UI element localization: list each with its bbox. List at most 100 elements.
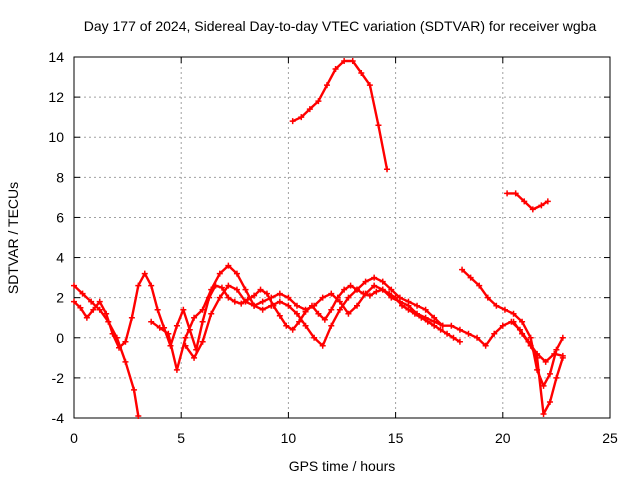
data-point	[328, 322, 335, 329]
series-track-3	[148, 262, 446, 373]
data-point	[191, 314, 198, 321]
grid-lines	[74, 57, 610, 418]
data-point	[538, 202, 545, 209]
data-point	[546, 370, 553, 377]
data-point	[375, 122, 382, 129]
data-point	[122, 338, 129, 345]
data-point	[154, 306, 161, 313]
data-point	[131, 386, 138, 393]
x-axis-label: GPS time / hours	[289, 458, 396, 474]
y-tick-label: 12	[48, 89, 64, 105]
data-point	[510, 310, 517, 317]
data-point	[371, 282, 378, 289]
data-point	[180, 306, 187, 313]
data-point	[315, 98, 322, 105]
data-point	[251, 302, 258, 309]
data-point	[379, 278, 386, 285]
chart-title: Day 177 of 2024, Sidereal Day-to-day VTE…	[84, 18, 597, 34]
data-point	[510, 318, 517, 325]
y-tick-label: -4	[52, 410, 65, 426]
data-point	[336, 306, 343, 313]
data-point	[182, 342, 189, 349]
data-point	[546, 398, 553, 405]
series-track-6	[504, 190, 551, 213]
data-point	[422, 314, 429, 321]
series-line	[512, 320, 564, 416]
data-point	[396, 298, 403, 305]
y-tick-label: 6	[56, 209, 64, 225]
data-point	[519, 318, 526, 325]
x-tick-label: 0	[70, 430, 78, 446]
data-point	[414, 302, 421, 309]
data-point	[491, 330, 498, 337]
data-point	[422, 306, 429, 313]
data-point	[553, 374, 560, 381]
data-point	[225, 262, 232, 269]
data-point	[345, 294, 352, 301]
data-point	[173, 322, 180, 329]
x-tick-labels: 0 5 10 15 20 25	[70, 430, 618, 446]
data-point	[225, 294, 232, 301]
data-point	[306, 106, 313, 113]
series-track-7	[459, 266, 566, 389]
data-point	[302, 322, 309, 329]
data-point	[71, 298, 77, 305]
data-point	[302, 306, 309, 313]
data-point	[345, 310, 352, 317]
data-point	[216, 294, 223, 301]
data-point	[225, 282, 232, 289]
data-point	[242, 286, 249, 293]
data-point	[173, 366, 180, 373]
data-point	[559, 334, 566, 341]
data-point	[362, 278, 369, 285]
data-point	[251, 292, 258, 299]
data-point	[467, 274, 474, 281]
data-point	[341, 58, 348, 65]
data-point	[450, 334, 457, 341]
data-point	[289, 326, 296, 333]
data-point	[293, 310, 300, 317]
axis-ticks	[73, 56, 611, 419]
data-point	[242, 298, 249, 305]
data-point	[534, 354, 541, 361]
data-point	[323, 82, 330, 89]
data-point	[105, 318, 112, 325]
series-track-1	[71, 270, 463, 353]
data-point	[276, 290, 283, 297]
data-point	[238, 300, 245, 307]
y-tick-label: 4	[56, 250, 64, 266]
data-point	[276, 298, 283, 305]
y-tick-label: 10	[48, 129, 64, 145]
data-point	[148, 318, 155, 325]
data-point	[544, 198, 551, 205]
data-point	[459, 266, 466, 273]
data-point	[289, 118, 296, 125]
data-point	[263, 290, 270, 297]
data-point	[529, 206, 536, 213]
data-point	[465, 330, 472, 337]
data-point	[521, 198, 528, 205]
data-point	[148, 282, 155, 289]
data-point	[156, 324, 163, 331]
series-track-4	[182, 282, 566, 365]
data-point	[231, 298, 238, 305]
data-point	[456, 326, 463, 333]
data-point	[439, 322, 446, 329]
data-series	[71, 58, 566, 419]
data-point	[165, 330, 172, 337]
data-point	[298, 114, 305, 121]
data-point	[96, 298, 103, 305]
data-point	[358, 70, 365, 77]
x-tick-label: 15	[388, 430, 404, 446]
data-point	[431, 318, 438, 325]
data-point	[405, 302, 412, 309]
data-point	[208, 310, 215, 317]
data-point	[141, 270, 148, 277]
data-point	[191, 354, 198, 361]
data-point	[71, 282, 77, 289]
data-point	[199, 306, 206, 313]
data-point	[437, 326, 444, 333]
data-point	[90, 306, 97, 313]
data-point	[540, 382, 547, 389]
